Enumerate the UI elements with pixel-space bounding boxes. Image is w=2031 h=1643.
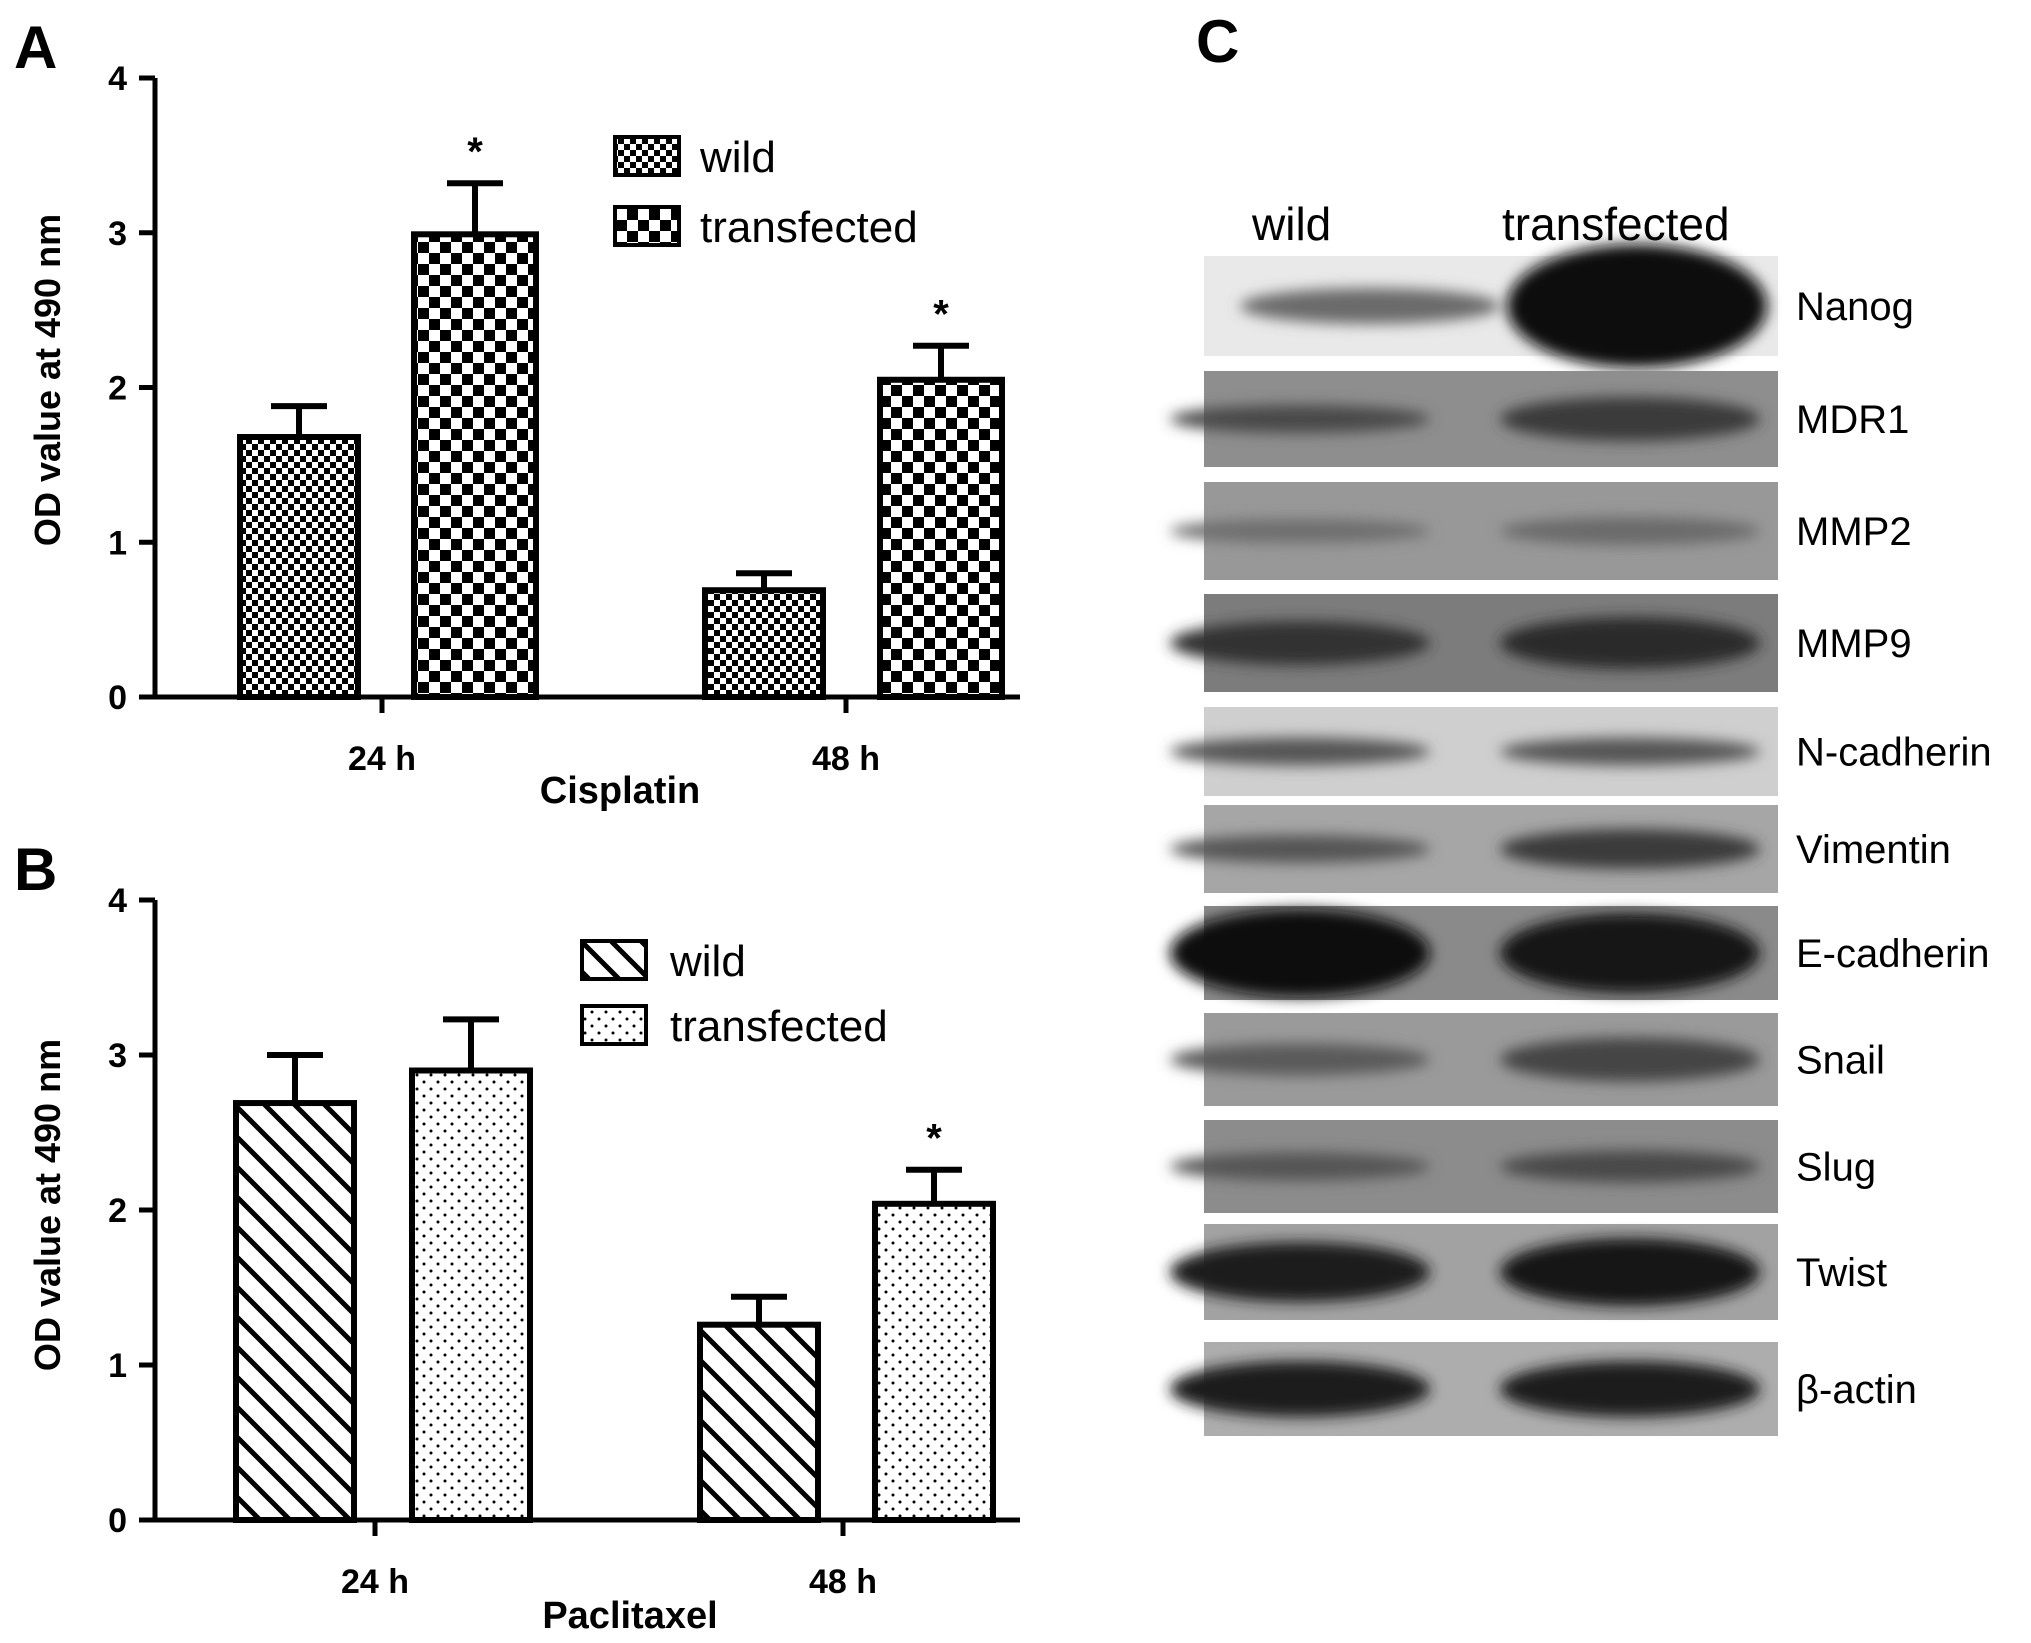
protein-label: Snail [1796, 1039, 1885, 1083]
legend-swatch-wild [580, 939, 648, 981]
blot-row-4: N-cadherin [1170, 707, 1992, 796]
blot-row-0: Nanog [1204, 244, 1914, 368]
significance-star: * [933, 293, 949, 337]
legend-label-transfected: transfected [670, 1002, 888, 1051]
bar-wild-0 [233, 1100, 357, 1524]
significance-star: * [467, 130, 483, 174]
blot-row-6: E-cadherin [1170, 906, 1989, 1000]
protein-label: MDR1 [1796, 398, 1909, 442]
blot-band [1170, 1043, 1430, 1076]
blot-rows: Nanog MDR1 MMP2 MMP9 N-cadherin Vimentin E-cad… [1170, 244, 1992, 1436]
panel-letter-b: B [14, 836, 57, 903]
x-tick-label: 24 h [341, 1563, 409, 1601]
protein-label: MMP2 [1796, 510, 1912, 554]
blot-band [1500, 737, 1760, 766]
bar-wild-1 [697, 1321, 821, 1523]
protein-label: E-cadherin [1796, 932, 1989, 976]
blot-band [1507, 244, 1767, 368]
blot-band [1170, 621, 1430, 665]
lane-label-wild: wild [1251, 198, 1331, 250]
protein-label: Twist [1796, 1251, 1887, 1295]
blot-band [1170, 835, 1430, 863]
blot-band [1170, 909, 1430, 997]
blot-row-9: Twist [1170, 1224, 1887, 1320]
y-tick-label: 1 [108, 1347, 127, 1385]
blot-band [1170, 1361, 1430, 1417]
blot-band [1170, 1242, 1430, 1302]
protein-label: Vimentin [1796, 828, 1951, 872]
blot-band [1500, 1150, 1760, 1183]
blot-row-10: β-actin [1170, 1342, 1917, 1436]
y-axis-label-b: OD value at 490 nm [27, 1039, 68, 1371]
chart-b-legend: wild transfected [580, 937, 888, 1051]
blot-band [1240, 288, 1500, 324]
bar-wild-1 [702, 587, 826, 700]
x-axis-label-b: Paclitaxel [542, 1595, 717, 1637]
blot-band [1170, 737, 1430, 766]
legend-swatch-wild [613, 135, 681, 177]
legend-label-transfected: transfected [700, 203, 918, 252]
blot-row-1: MDR1 [1170, 371, 1909, 467]
x-tick-label: 48 h [809, 1563, 877, 1601]
chart-a-plot: 0 1 2 3 4 24 h 48 h * * [108, 60, 1020, 778]
chart-a: OD value at 490 nm Cisplatin 0 1 2 3 4 24 h 48… [27, 60, 1020, 812]
blot-band [1500, 397, 1760, 441]
western-blot: wild transfected Nanog MDR1 MMP2 MMP9 N-cadh… [1170, 198, 1992, 1436]
chart-b-plot: 0 1 2 3 4 24 h 48 h * [108, 882, 1020, 1601]
blot-band [1170, 519, 1430, 543]
y-tick-label: 1 [108, 524, 127, 562]
protein-label: Slug [1796, 1146, 1876, 1190]
chart-b: OD value at 490 nm Paclitaxel 0 1 2 3 4 24 h 4… [27, 882, 1020, 1637]
y-tick-label: 2 [108, 1192, 127, 1230]
blot-band [1170, 1152, 1430, 1181]
y-tick-label: 4 [108, 60, 127, 98]
legend-swatch-transfected [613, 205, 681, 247]
blot-band [1500, 517, 1760, 545]
blot-row-3: MMP9 [1170, 594, 1912, 692]
legend-swatch-transfected [580, 1004, 648, 1046]
blot-band [1500, 1037, 1760, 1082]
protein-label: MMP9 [1796, 622, 1912, 666]
x-tick-label: 48 h [812, 740, 880, 778]
blot-row-2: MMP2 [1170, 482, 1912, 580]
y-tick-label: 0 [108, 679, 127, 717]
blot-row-8: Slug [1170, 1120, 1876, 1213]
protein-label: N-cadherin [1796, 731, 1992, 775]
blot-band [1500, 617, 1760, 669]
x-axis-label-a: Cisplatin [540, 770, 700, 812]
blot-band [1170, 405, 1430, 433]
chart-a-legend: wild transfected [613, 133, 918, 252]
panel-letter-a: A [14, 14, 57, 81]
x-tick-label: 24 h [348, 740, 416, 778]
blot-band [1500, 1238, 1760, 1306]
blot-row-5: Vimentin [1170, 805, 1951, 893]
bar-wild-0 [237, 434, 361, 700]
panel-letter-c: C [1196, 8, 1239, 75]
y-tick-label: 4 [108, 882, 127, 920]
protein-label: β-actin [1796, 1368, 1917, 1412]
y-tick-label: 3 [108, 1037, 127, 1075]
blot-band [1500, 829, 1760, 869]
blot-row-7: Snail [1170, 1013, 1885, 1106]
y-tick-label: 2 [108, 370, 127, 408]
bar-transfected-0 [409, 1067, 533, 1523]
bar-transfected-1 [872, 1200, 996, 1524]
lane-label-transfected: transfected [1502, 198, 1730, 250]
bar-transfected-0 [411, 231, 539, 701]
legend-label-wild: wild [669, 937, 746, 986]
y-tick-label: 0 [108, 1502, 127, 1540]
protein-label: Nanog [1796, 285, 1914, 329]
bar-transfected-1 [877, 376, 1005, 700]
y-tick-label: 3 [108, 215, 127, 253]
y-axis-label-a: OD value at 490 nm [27, 214, 68, 546]
significance-star: * [926, 1117, 942, 1161]
blot-band [1500, 913, 1760, 993]
legend-label-wild: wild [699, 133, 776, 182]
blot-band [1500, 1361, 1760, 1417]
